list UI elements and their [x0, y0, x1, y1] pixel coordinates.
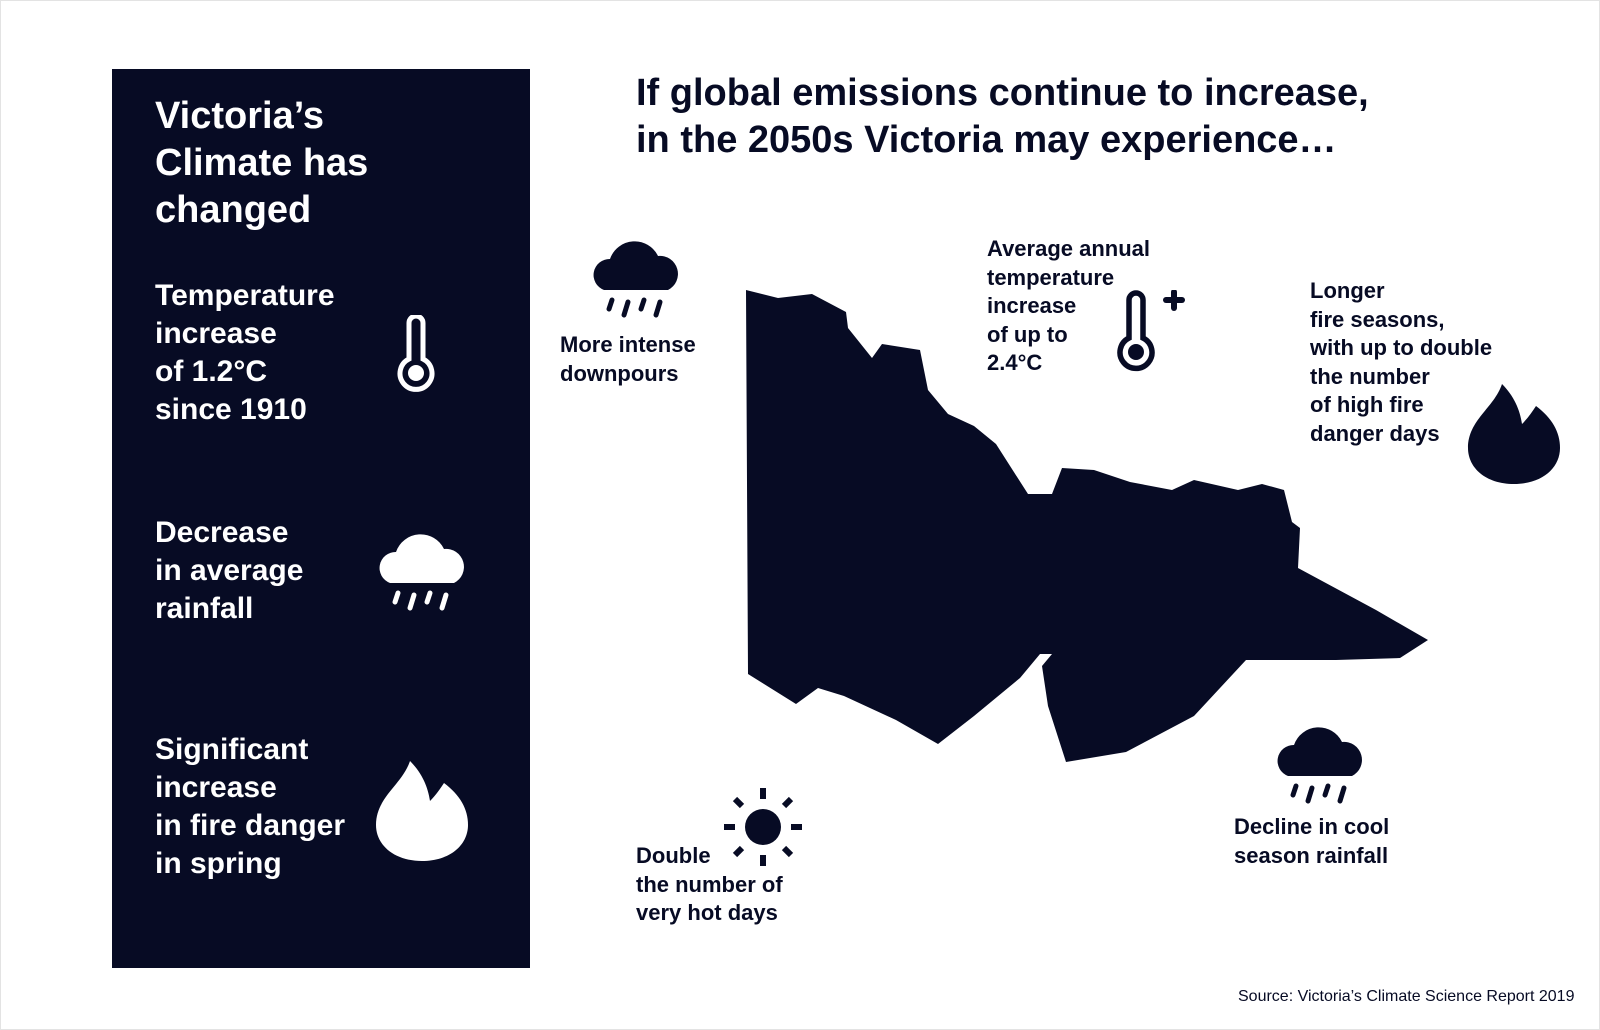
source-credit: Source: Victoria’s Climate Science Repor…: [1238, 988, 1575, 1005]
flame-icon: [1468, 384, 1560, 484]
flame-icon: [376, 761, 468, 861]
temperature-increase-item: Temperature increase of 1.2°C since 1910: [155, 279, 335, 426]
cool-season-rainfall-note: Decline in cool season rainfall: [1234, 814, 1390, 868]
climate-changed-panel: Victoria’s Climate has changed Temperatu…: [112, 69, 530, 968]
rain-cloud-icon: [1277, 727, 1362, 804]
rain-cloud-icon: [379, 534, 464, 611]
panel-title: Victoria’s Climate has changed: [155, 95, 369, 231]
victoria-shape: [746, 290, 1428, 762]
thermometer-plus-icon: [1117, 290, 1185, 372]
downpours-note: More intense downpours: [560, 332, 696, 386]
sun-icon: [724, 788, 802, 866]
thermometer-icon: [397, 315, 435, 392]
projection-headline: If global emissions continue to increase…: [636, 72, 1369, 161]
fire-seasons-note: Longer fire seasons, with up to double t…: [1310, 278, 1493, 446]
rainfall-decrease-item: Decrease in average rainfall: [155, 516, 304, 625]
temperature-note: Average annual temperature increase of u…: [987, 236, 1151, 375]
hot-days-note: Double the number of very hot days: [636, 843, 783, 925]
fire-danger-item: Significant increase in fire danger in s…: [155, 733, 346, 880]
rain-cloud-icon: [593, 241, 678, 318]
